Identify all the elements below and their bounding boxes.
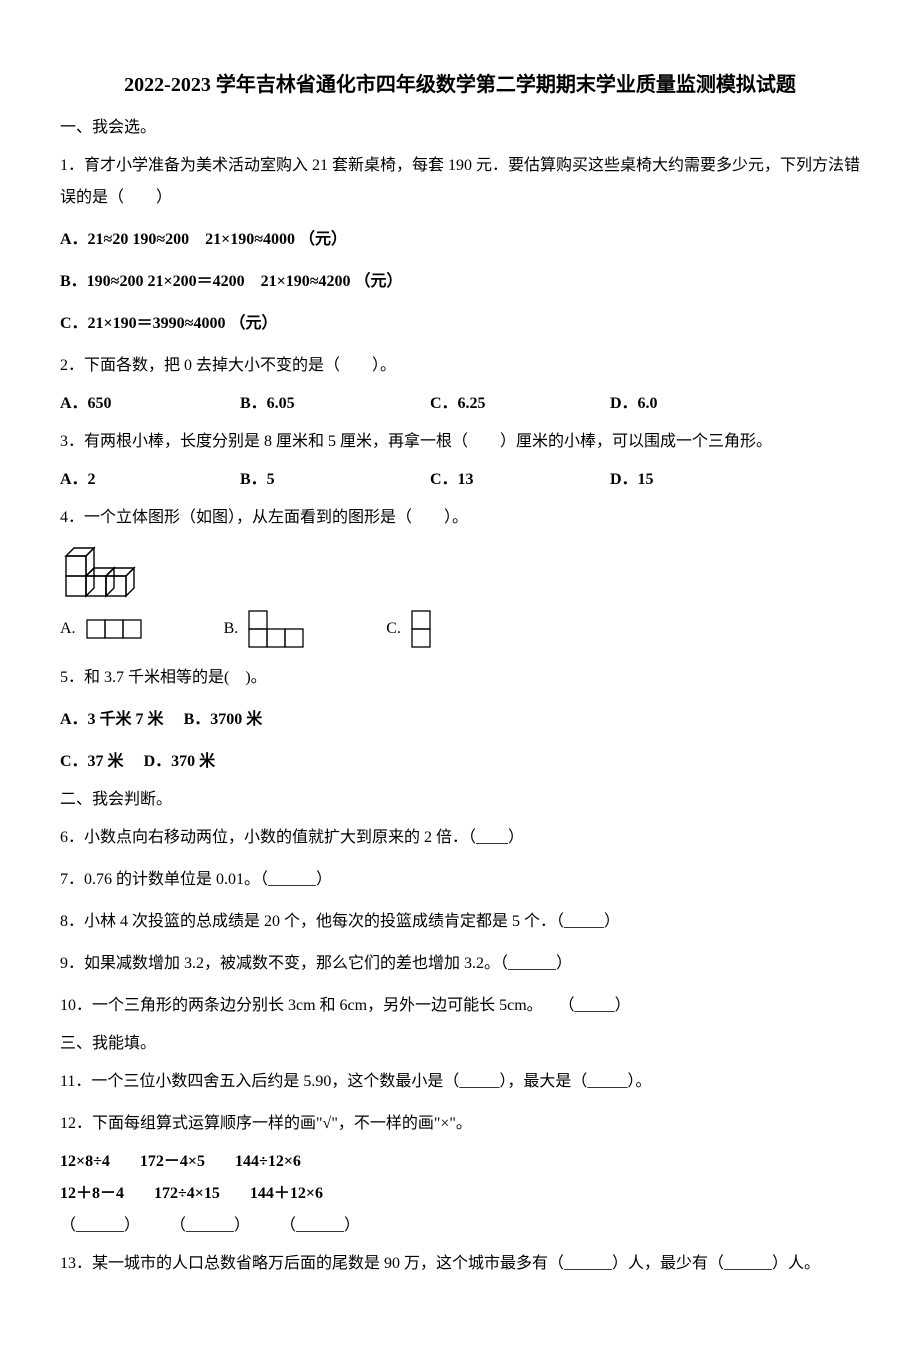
page-title: 2022-2023 学年吉林省通化市四年级数学第二学期期末学业质量监测模拟试题	[60, 70, 860, 100]
q12-blanks: （______） （______） （______）	[60, 1214, 860, 1238]
q5-option-b: B．3700 米	[184, 711, 263, 728]
q5-option-c: C．37 米	[60, 753, 124, 770]
q4-option-a-label: A.	[60, 617, 76, 641]
q12-blank-3: （______）	[280, 1214, 360, 1238]
q4-option-c-label: C.	[386, 617, 401, 641]
cube-figure-icon	[60, 544, 150, 600]
q4-main-figure	[60, 544, 860, 600]
q12-blank-2: （______）	[170, 1214, 250, 1238]
q13: 13．某一城市的人口总数省略万后面的尾数是 90 万，这个城市最多有（_____…	[60, 1248, 860, 1280]
q10: 10．一个三角形的两条边分别长 3cm 和 6cm，另外一边可能长 5cm。 （…	[60, 990, 860, 1022]
q4-option-a-icon	[86, 619, 144, 639]
q4-option-c-block: C.	[386, 610, 431, 648]
q3-option-d: D．15	[610, 468, 760, 492]
q2-options: A．650 B．6.05 C．6.25 D．6.0	[60, 392, 860, 416]
q11: 11．一个三位小数四舍五入后约是 5.90，这个数最小是（_____），最大是（…	[60, 1066, 860, 1098]
q2-option-a: A．650	[60, 392, 240, 416]
q5-option-d: D．370 米	[144, 753, 216, 770]
q5-option-a: A．3 千米 7 米	[60, 711, 164, 728]
q12-text: 12．下面每组算式运算顺序一样的画"√"，不一样的画"×"。	[60, 1108, 860, 1140]
q4-option-a-block: A.	[60, 617, 144, 641]
q3-option-c: C．13	[430, 468, 610, 492]
section-1-header: 一、我会选。	[60, 116, 860, 140]
q3-option-a: A．2	[60, 468, 240, 492]
section-3-header: 三、我能填。	[60, 1032, 860, 1056]
q1-option-a: A．21≈20 190≈200 21×190≈4000 （元）	[60, 224, 860, 256]
q3-text: 3．有两根小棒，长度分别是 8 厘米和 5 厘米，再拿一根（ ）厘米的小棒，可以…	[60, 426, 860, 458]
q4-option-b-label: B.	[224, 617, 239, 641]
q12-row2: 12＋8－4 172÷4×15 144＋12×6	[60, 1182, 860, 1206]
q12-r1-c: 144÷12×6	[235, 1150, 301, 1174]
q5-text: 5．和 3.7 千米相等的是( )。	[60, 662, 860, 694]
q4-option-b-block: B.	[224, 610, 307, 648]
q12-r2-b: 172÷4×15	[154, 1182, 220, 1206]
q4-option-b-icon	[248, 610, 306, 648]
q3-option-b: B．5	[240, 468, 430, 492]
q2-option-d: D．6.0	[610, 392, 760, 416]
q4-text: 4．一个立体图形（如图），从左面看到的图形是（ ）。	[60, 502, 860, 534]
q5-row2: C．37 米 D．370 米	[60, 746, 860, 778]
q6: 6．小数点向右移动两位，小数的值就扩大到原来的 2 倍．（____）	[60, 822, 860, 854]
q4-options: A. B. C.	[60, 610, 860, 648]
q12-r1-b: 172－4×5	[140, 1150, 205, 1174]
section-2-header: 二、我会判断。	[60, 788, 860, 812]
q8: 8．小林 4 次投篮的总成绩是 20 个，他每次的投篮成绩肯定都是 5 个．（_…	[60, 906, 860, 938]
q1-option-c: C．21×190＝3990≈4000 （元）	[60, 308, 860, 340]
q3-options: A．2 B．5 C．13 D．15	[60, 468, 860, 492]
q5-row1: A．3 千米 7 米 B．3700 米	[60, 704, 860, 736]
q1-option-b: B．190≈200 21×200＝4200 21×190≈4200 （元）	[60, 266, 860, 298]
q2-option-c: C．6.25	[430, 392, 610, 416]
q12-row1: 12×8÷4 172－4×5 144÷12×6	[60, 1150, 860, 1174]
q4-option-c-icon	[411, 610, 431, 648]
q7: 7．0.76 的计数单位是 0.01。（______）	[60, 864, 860, 896]
q12-blank-1: （______）	[60, 1214, 140, 1238]
q2-text: 2．下面各数，把 0 去掉大小不变的是（ ）。	[60, 350, 860, 382]
q9: 9．如果减数增加 3.2，被减数不变，那么它们的差也增加 3.2。（______…	[60, 948, 860, 980]
q2-option-b: B．6.05	[240, 392, 430, 416]
q1-text: 1．育才小学准备为美术活动室购入 21 套新桌椅，每套 190 元．要估算购买这…	[60, 150, 860, 214]
q12-r2-a: 12＋8－4	[60, 1182, 124, 1206]
q12-r2-c: 144＋12×6	[250, 1182, 323, 1206]
q12-r1-a: 12×8÷4	[60, 1150, 110, 1174]
